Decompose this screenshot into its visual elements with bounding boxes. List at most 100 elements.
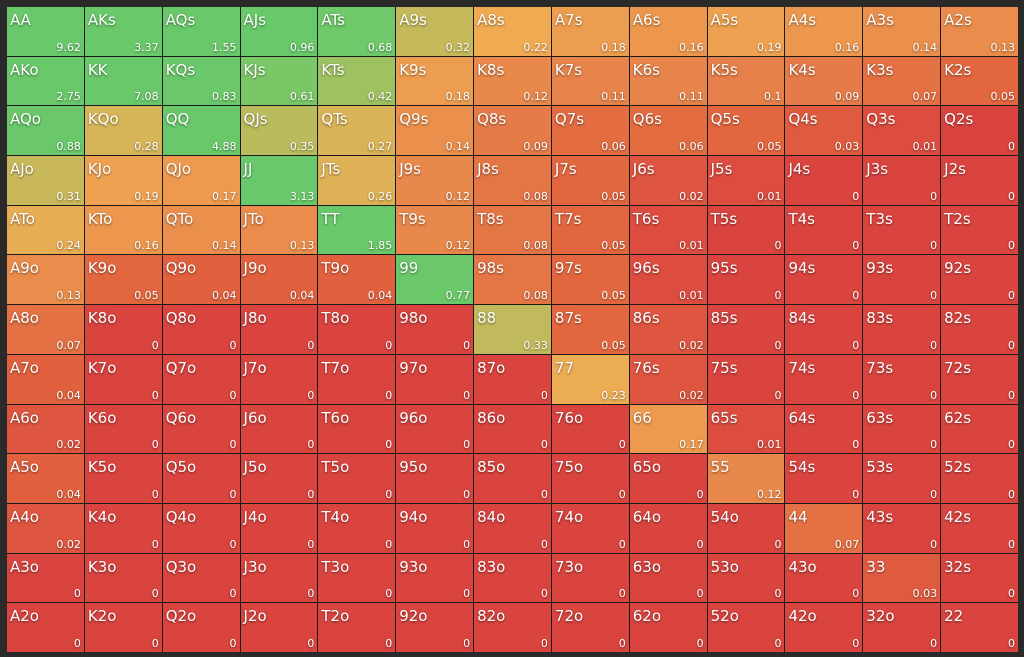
hand-cell[interactable]: Q6o 0 — [162, 404, 240, 454]
hand-cell[interactable]: 74o 0 — [551, 503, 629, 553]
hand-cell[interactable]: 53s 0 — [863, 454, 941, 503]
hand-cell[interactable]: K2o 0 — [84, 603, 162, 652]
hand-cell[interactable]: AQs 1.55 — [162, 7, 240, 56]
hand-cell[interactable]: 83o 0 — [474, 553, 551, 603]
hand-cell[interactable]: 93s 0 — [863, 255, 941, 305]
hand-cell[interactable]: 75s 0 — [707, 354, 785, 404]
hand-cell[interactable]: 73s 0 — [863, 354, 941, 404]
hand-cell[interactable]: KQo 0.28 — [84, 106, 162, 156]
hand-cell[interactable]: K8s 0.12 — [474, 56, 551, 106]
hand-cell[interactable]: QTo 0.14 — [162, 205, 240, 255]
hand-cell[interactable]: J6o 0 — [240, 404, 318, 454]
hand-cell[interactable]: AKs 3.37 — [84, 7, 162, 56]
hand-cell[interactable]: 32o 0 — [863, 603, 941, 652]
hand-cell[interactable]: T6s 0.01 — [629, 205, 707, 255]
hand-cell[interactable]: 87s 0.05 — [551, 305, 629, 354]
hand-cell[interactable]: K4s 0.09 — [785, 56, 863, 106]
hand-cell[interactable]: 64s 0 — [785, 404, 863, 454]
hand-cell[interactable]: 75o 0 — [551, 454, 629, 503]
hand-cell[interactable]: 63s 0 — [863, 404, 941, 454]
hand-cell[interactable]: 53o 0 — [707, 553, 785, 603]
hand-cell[interactable]: JTo 0.13 — [240, 205, 318, 255]
hand-cell[interactable]: 42o 0 — [785, 603, 863, 652]
hand-cell[interactable]: J5s 0.01 — [707, 156, 785, 205]
hand-cell[interactable]: K8o 0 — [84, 305, 162, 354]
hand-cell[interactable]: K4o 0 — [84, 503, 162, 553]
hand-cell[interactable]: 95o 0 — [396, 454, 474, 503]
hand-cell[interactable]: T5o 0 — [318, 454, 396, 503]
hand-cell[interactable]: 96s 0.01 — [629, 255, 707, 305]
hand-cell[interactable]: 72s 0 — [941, 354, 1018, 404]
hand-cell[interactable]: 22 0 — [941, 603, 1018, 652]
hand-cell[interactable]: T7o 0 — [318, 354, 396, 404]
hand-cell[interactable]: 85o 0 — [474, 454, 551, 503]
hand-cell[interactable]: Q2s 0 — [941, 106, 1018, 156]
hand-cell[interactable]: AJs 0.96 — [240, 7, 318, 56]
hand-cell[interactable]: A5o 0.04 — [7, 454, 84, 503]
hand-cell[interactable]: Q9s 0.14 — [396, 106, 474, 156]
hand-cell[interactable]: 85s 0 — [707, 305, 785, 354]
hand-cell[interactable]: K5s 0.1 — [707, 56, 785, 106]
hand-cell[interactable]: AQo 0.88 — [7, 106, 84, 156]
hand-cell[interactable]: 76s 0.02 — [629, 354, 707, 404]
hand-cell[interactable]: A7o 0.04 — [7, 354, 84, 404]
hand-cell[interactable]: K9o 0.05 — [84, 255, 162, 305]
hand-cell[interactable]: K5o 0 — [84, 454, 162, 503]
hand-cell[interactable]: 86s 0.02 — [629, 305, 707, 354]
hand-cell[interactable]: 33 0.03 — [863, 553, 941, 603]
hand-cell[interactable]: 65o 0 — [629, 454, 707, 503]
hand-cell[interactable]: QJo 0.17 — [162, 156, 240, 205]
hand-cell[interactable]: Q4o 0 — [162, 503, 240, 553]
hand-cell[interactable]: A6o 0.02 — [7, 404, 84, 454]
hand-cell[interactable]: K6o 0 — [84, 404, 162, 454]
hand-cell[interactable]: 87o 0 — [474, 354, 551, 404]
hand-cell[interactable]: Q8o 0 — [162, 305, 240, 354]
hand-cell[interactable]: 84o 0 — [474, 503, 551, 553]
hand-cell[interactable]: T6o 0 — [318, 404, 396, 454]
hand-cell[interactable]: JTs 0.26 — [318, 156, 396, 205]
hand-cell[interactable]: A2s 0.13 — [941, 7, 1018, 56]
hand-cell[interactable]: J5o 0 — [240, 454, 318, 503]
hand-cell[interactable]: 44 0.07 — [785, 503, 863, 553]
hand-cell[interactable]: A3s 0.14 — [863, 7, 941, 56]
hand-cell[interactable]: QJs 0.35 — [240, 106, 318, 156]
hand-cell[interactable]: ATs 0.68 — [318, 7, 396, 56]
hand-cell[interactable]: A3o 0 — [7, 553, 84, 603]
hand-cell[interactable]: 72o 0 — [551, 603, 629, 652]
hand-cell[interactable]: Q9o 0.04 — [162, 255, 240, 305]
hand-cell[interactable]: A8s 0.22 — [474, 7, 551, 56]
hand-cell[interactable]: J2o 0 — [240, 603, 318, 652]
hand-cell[interactable]: 97s 0.05 — [551, 255, 629, 305]
hand-cell[interactable]: K7s 0.11 — [551, 56, 629, 106]
hand-cell[interactable]: Q6s 0.06 — [629, 106, 707, 156]
hand-cell[interactable]: QTs 0.27 — [318, 106, 396, 156]
hand-cell[interactable]: K2s 0.05 — [941, 56, 1018, 106]
hand-cell[interactable]: J6s 0.02 — [629, 156, 707, 205]
hand-cell[interactable]: A5s 0.19 — [707, 7, 785, 56]
hand-cell[interactable]: 62s 0 — [941, 404, 1018, 454]
hand-cell[interactable]: A9o 0.13 — [7, 255, 84, 305]
hand-cell[interactable]: 54s 0 — [785, 454, 863, 503]
hand-cell[interactable]: T8o 0 — [318, 305, 396, 354]
hand-cell[interactable]: T7s 0.05 — [551, 205, 629, 255]
hand-cell[interactable]: J3s 0 — [863, 156, 941, 205]
hand-cell[interactable]: A8o 0.07 — [7, 305, 84, 354]
hand-cell[interactable]: KTs 0.42 — [318, 56, 396, 106]
hand-cell[interactable]: 43s 0 — [863, 503, 941, 553]
hand-cell[interactable]: 83s 0 — [863, 305, 941, 354]
hand-cell[interactable]: T8s 0.08 — [474, 205, 551, 255]
hand-cell[interactable]: J2s 0 — [941, 156, 1018, 205]
hand-cell[interactable]: 93o 0 — [396, 553, 474, 603]
hand-cell[interactable]: A4s 0.16 — [785, 7, 863, 56]
hand-cell[interactable]: K3s 0.07 — [863, 56, 941, 106]
hand-cell[interactable]: A4o 0.02 — [7, 503, 84, 553]
hand-cell[interactable]: 43o 0 — [785, 553, 863, 603]
hand-cell[interactable]: 94o 0 — [396, 503, 474, 553]
hand-cell[interactable]: 66 0.17 — [629, 404, 707, 454]
hand-cell[interactable]: 54o 0 — [707, 503, 785, 553]
hand-cell[interactable]: Q3s 0.01 — [863, 106, 941, 156]
hand-cell[interactable]: 88 0.33 — [474, 305, 551, 354]
hand-cell[interactable]: 96o 0 — [396, 404, 474, 454]
hand-cell[interactable]: 42s 0 — [941, 503, 1018, 553]
hand-cell[interactable]: 52o 0 — [707, 603, 785, 652]
